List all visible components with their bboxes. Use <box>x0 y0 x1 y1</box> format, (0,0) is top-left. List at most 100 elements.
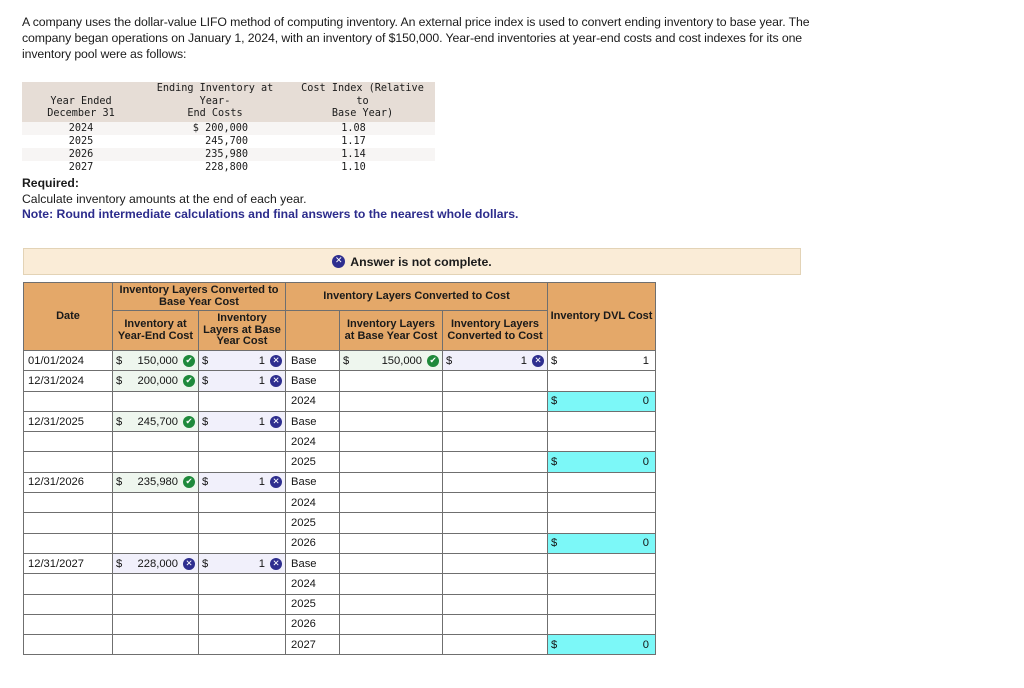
cell-layers-converted-to-cost[interactable] <box>442 410 549 433</box>
cell-layers-at-base-year-cost[interactable] <box>197 431 287 453</box>
cell-layers-converted-to-cost[interactable] <box>442 471 549 494</box>
cell-layers-at-base-year-cost-2[interactable] <box>339 593 444 615</box>
cell-inventory-at-year-end-cost[interactable] <box>112 512 199 534</box>
given-header-ending-inventory: Ending Inventory at Year- End Costs <box>140 82 290 122</box>
cell-inventory-at-year-end-cost[interactable]: $245,700 ✔ <box>112 410 199 433</box>
cell-layers-at-base-year-cost[interactable]: $1 ✕ <box>197 349 287 372</box>
cell-layer-label-text: Base <box>291 354 317 367</box>
cell-inventory-at-year-end-cost[interactable]: $235,980 ✔ <box>112 471 199 494</box>
cell-layers-at-base-year-cost-2[interactable] <box>339 634 444 656</box>
table-row: 2024 $ 200,000 1.08 <box>22 121 435 135</box>
given-header-year: Year Ended December 31 <box>22 82 140 122</box>
cell-date-text: 01/01/2024 <box>28 354 84 367</box>
cell-layers-at-base-year-cost-2[interactable] <box>339 451 444 473</box>
cell-date-text <box>24 513 112 532</box>
cell-layer-label: 2026 <box>285 532 341 554</box>
table-row: 2024 $0 <box>23 390 657 412</box>
cell-layers-converted-to-cost[interactable] <box>442 451 549 473</box>
cell-layers-at-base-year-cost[interactable]: $1 ✕ <box>197 471 287 494</box>
cell-date-text <box>24 615 112 634</box>
cell-inventory-dvl-cost[interactable] <box>547 370 657 392</box>
cell-layers-converted-to-cost[interactable] <box>442 613 549 636</box>
cell-date <box>23 492 113 514</box>
cell-inventory-at-year-end-cost[interactable]: $150,000 ✔ <box>112 349 199 372</box>
cell-layers-at-base-year-cost-2[interactable] <box>339 512 444 534</box>
table-row: 01/01/2024 $150,000 ✔ $1 ✕ Base $150,000 ✔ $1 ✕ $1 <box>23 349 657 372</box>
cell-layers-at-base-year-cost[interactable] <box>197 613 287 636</box>
cell-layers-at-base-year-cost[interactable] <box>197 390 287 412</box>
cell-inventory-dvl-cost[interactable] <box>547 552 657 575</box>
cell-layers-at-base-year-cost-2[interactable] <box>339 532 444 554</box>
cell-layers-converted-to-cost[interactable] <box>442 593 549 615</box>
cell-inventory-at-year-end-cost[interactable] <box>112 634 199 656</box>
cell-layers-at-base-year-cost-2[interactable] <box>339 471 444 494</box>
cell-inventory-at-year-end-cost[interactable] <box>112 390 199 412</box>
cell-inventory-dvl-cost[interactable]: $1 <box>547 349 657 372</box>
cell-layers-converted-to-cost[interactable] <box>442 492 549 514</box>
dvl-inventory-answer-table[interactable]: Date Inventory Layers Converted to Base … <box>23 281 657 656</box>
cell-inventory-at-year-end-cost[interactable] <box>112 573 199 595</box>
cell-layers-at-base-year-cost[interactable] <box>197 593 287 615</box>
cell-layers-at-base-year-cost[interactable] <box>197 451 287 473</box>
cell-date-text: 12/31/2024 <box>28 374 84 387</box>
cell-inventory-dvl-cost[interactable] <box>547 492 657 514</box>
cell-layers-at-base-year-cost-2[interactable] <box>339 431 444 453</box>
cell-inventory-dvl-cost[interactable] <box>547 573 657 595</box>
cell-inventory-at-year-end-cost[interactable] <box>112 613 199 636</box>
cell-inventory-at-year-end-cost[interactable] <box>112 431 199 453</box>
cell-layers-converted-to-cost[interactable] <box>442 634 549 656</box>
cell-inventory-dvl-cost[interactable] <box>547 410 657 433</box>
cell-inventory-at-year-end-cost[interactable] <box>112 492 199 514</box>
cell-layers-at-base-year-cost[interactable] <box>197 512 287 534</box>
cell-layers-converted-to-cost[interactable] <box>442 390 549 412</box>
cell-layer-label: 2025 <box>285 512 341 534</box>
cell-value: 0 <box>642 537 650 550</box>
incorrect-x-icon: ✕ <box>270 354 283 367</box>
cell-layer-label-text: 2024 <box>291 395 316 408</box>
cell-layers-at-base-year-cost-2[interactable] <box>339 552 444 575</box>
cell-layers-converted-to-cost[interactable] <box>442 573 549 595</box>
cell-inventory-dvl-cost[interactable] <box>547 512 657 534</box>
cell-inventory-dvl-cost[interactable] <box>547 471 657 494</box>
cell-layers-converted-to-cost[interactable] <box>442 431 549 453</box>
cell-layers-converted-to-cost[interactable]: $1 ✕ <box>442 349 549 372</box>
cell-inventory-at-year-end-cost[interactable]: $200,000 ✔ <box>112 370 199 392</box>
cell-layers-at-base-year-cost[interactable] <box>197 573 287 595</box>
cell-inventory-dvl-cost[interactable]: $0 <box>547 390 657 412</box>
cell-layers-at-base-year-cost-2[interactable] <box>339 492 444 514</box>
cell-value: 0 <box>642 638 650 651</box>
cell-inventory-dvl-cost[interactable] <box>547 613 657 636</box>
cell-inventory-dvl-cost[interactable]: $0 <box>547 451 657 473</box>
cell-layers-at-base-year-cost[interactable] <box>197 492 287 514</box>
cell-inventory-at-year-end-cost[interactable] <box>112 532 199 554</box>
correct-check-icon: ✔ <box>183 374 195 387</box>
cell-inventory-at-year-end-cost[interactable]: $228,000 ✕ <box>112 552 199 575</box>
cell-layers-at-base-year-cost[interactable]: $1 ✕ <box>197 410 287 433</box>
cell-layers-at-base-year-cost-2[interactable] <box>339 613 444 636</box>
cell-layers-converted-to-cost[interactable] <box>442 532 549 554</box>
cell-inventory-dvl-cost[interactable] <box>547 431 657 453</box>
cell-layers-at-base-year-cost[interactable] <box>197 634 287 656</box>
given-cell-cost-index: 1.08 <box>290 121 435 135</box>
cell-layers-at-base-year-cost[interactable] <box>197 532 287 554</box>
cell-inventory-at-year-end-cost[interactable] <box>112 451 199 473</box>
cell-inventory-dvl-cost[interactable]: $0 <box>547 532 657 554</box>
cell-date-text <box>24 534 112 553</box>
cell-inventory-at-year-end-cost[interactable] <box>112 593 199 615</box>
cell-layers-converted-to-cost[interactable] <box>442 512 549 534</box>
cell-layers-at-base-year-cost-2[interactable]: $150,000 ✔ <box>339 349 444 372</box>
cell-layers-converted-to-cost[interactable] <box>442 370 549 392</box>
cell-layer-label-text: 2026 <box>291 537 316 550</box>
cell-layers-at-base-year-cost-2[interactable] <box>339 573 444 595</box>
cell-layers-at-base-year-cost[interactable]: $1 ✕ <box>197 370 287 392</box>
cell-layers-at-base-year-cost-2[interactable] <box>339 370 444 392</box>
cell-layers-at-base-year-cost-2[interactable] <box>339 390 444 412</box>
currency-symbol: $ <box>551 395 558 408</box>
cell-layer-label-text: 2024 <box>291 496 316 509</box>
cell-layers-at-base-year-cost[interactable]: $1 ✕ <box>197 552 287 575</box>
cell-layers-converted-to-cost[interactable] <box>442 552 549 575</box>
cell-layers-at-base-year-cost-2[interactable] <box>339 410 444 433</box>
currency-symbol: $ <box>116 557 123 570</box>
cell-inventory-dvl-cost[interactable]: $0 <box>547 634 657 656</box>
cell-inventory-dvl-cost[interactable] <box>547 593 657 615</box>
